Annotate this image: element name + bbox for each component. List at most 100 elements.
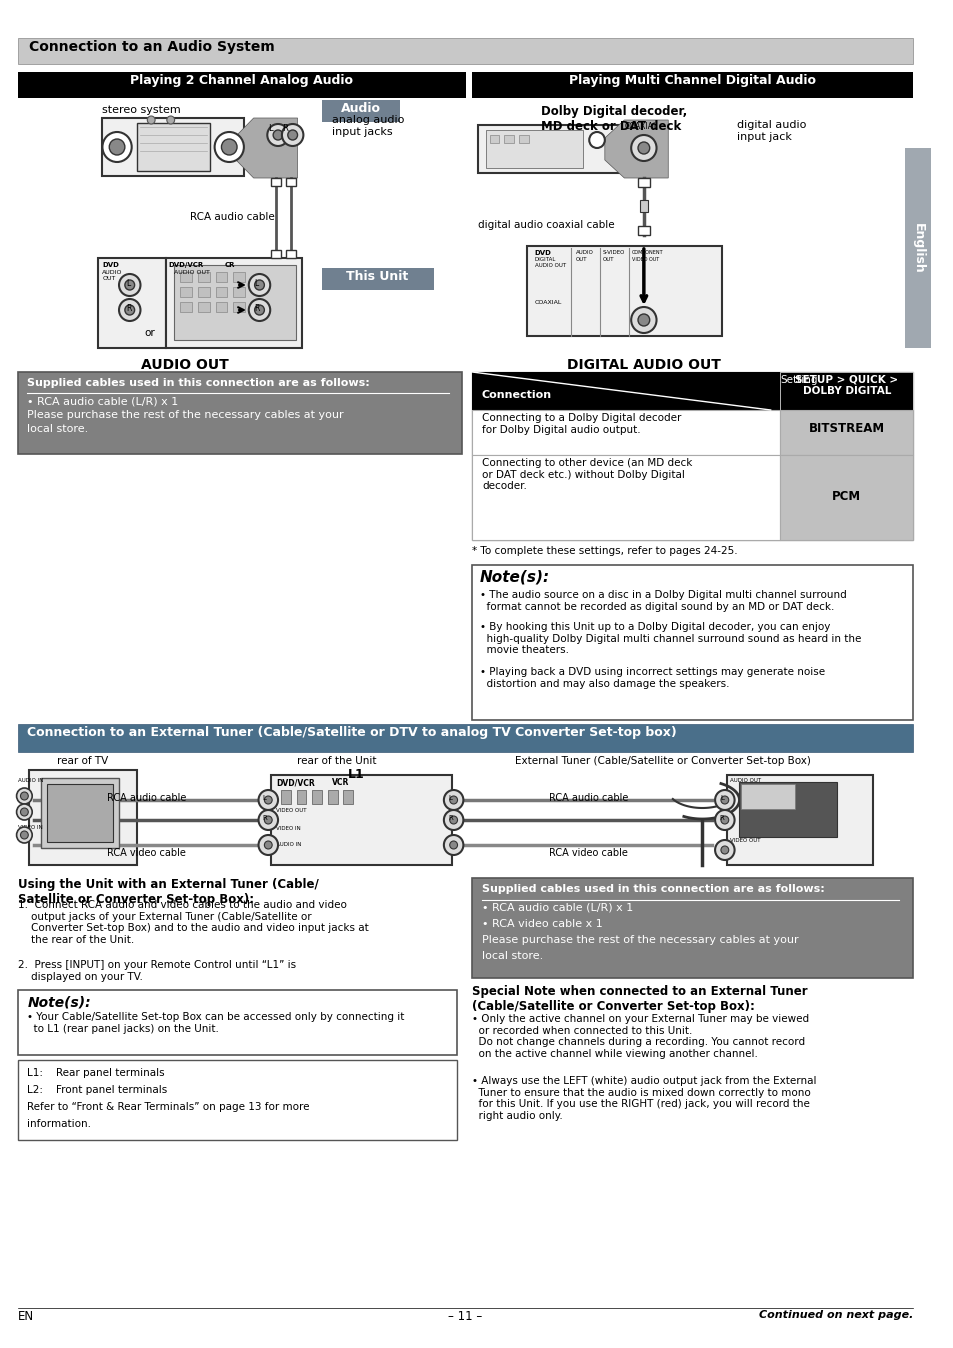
Bar <box>136 123 210 171</box>
Circle shape <box>214 132 244 162</box>
Text: L: L <box>126 279 130 288</box>
Circle shape <box>254 305 264 315</box>
Text: Audio: Audio <box>340 102 380 115</box>
Circle shape <box>254 280 264 290</box>
Text: 1.  Connect RCA audio and video cables to the audio and video
    output jacks o: 1. Connect RCA audio and video cables to… <box>17 900 368 945</box>
Bar <box>271 178 281 186</box>
Text: AUDIO OUT: AUDIO OUT <box>534 263 565 268</box>
Text: AUDIO: AUDIO <box>102 270 123 275</box>
Circle shape <box>449 797 457 803</box>
Circle shape <box>119 299 140 321</box>
Text: Connecting to other device (an MD deck
or DAT deck etc.) without Dolby Digital
d: Connecting to other device (an MD deck o… <box>481 458 692 491</box>
Text: • Only the active channel on your External Tuner may be viewed
  or recorded whe: • Only the active channel on your Extern… <box>472 1014 808 1058</box>
Bar <box>215 287 227 297</box>
Text: L: L <box>268 124 273 133</box>
Bar <box>472 456 780 541</box>
Text: External Tuner (Cable/Satellite or Converter Set-top Box): External Tuner (Cable/Satellite or Conve… <box>515 756 810 766</box>
Bar <box>726 775 872 865</box>
Circle shape <box>167 116 174 124</box>
Text: RCA video cable: RCA video cable <box>107 848 186 857</box>
Text: local store.: local store. <box>28 425 89 434</box>
Text: AUDIO OUT: AUDIO OUT <box>173 270 210 275</box>
Circle shape <box>221 139 236 155</box>
Text: information.: information. <box>28 1119 91 1130</box>
Bar <box>485 129 583 168</box>
Text: Please purchase the rest of the necessary cables at your: Please purchase the rest of the necessar… <box>481 936 798 945</box>
Text: VIDEO OUT: VIDEO OUT <box>729 838 760 842</box>
Text: digital audio coaxial cable: digital audio coaxial cable <box>477 220 614 231</box>
Circle shape <box>720 816 728 824</box>
Circle shape <box>273 129 283 140</box>
Bar <box>780 456 912 541</box>
Circle shape <box>443 810 463 830</box>
Text: OUT: OUT <box>602 257 614 262</box>
Bar <box>343 790 353 803</box>
Bar <box>638 178 649 187</box>
Text: AUDIO IN: AUDIO IN <box>275 842 301 847</box>
Bar <box>780 410 912 456</box>
Bar <box>198 302 210 311</box>
Circle shape <box>443 790 463 810</box>
Bar <box>472 372 912 541</box>
Bar <box>472 410 780 456</box>
Bar <box>518 135 528 143</box>
Bar <box>47 785 113 842</box>
Circle shape <box>715 790 734 810</box>
Text: • Playing back a DVD using incorrect settings may generate noise
  distortion an: • Playing back a DVD using incorrect set… <box>479 667 824 689</box>
Bar <box>328 790 337 803</box>
Bar <box>180 302 192 311</box>
Circle shape <box>720 797 728 803</box>
Circle shape <box>264 841 272 849</box>
Text: VIDEO IN: VIDEO IN <box>17 825 42 830</box>
Text: rear of TV: rear of TV <box>57 756 109 766</box>
Text: Note(s):: Note(s): <box>479 570 550 585</box>
Circle shape <box>102 132 132 162</box>
Bar <box>281 790 291 803</box>
Circle shape <box>715 840 734 860</box>
Text: L: L <box>262 795 266 801</box>
Text: Note(s):: Note(s): <box>28 995 91 1010</box>
Circle shape <box>147 116 155 124</box>
Circle shape <box>110 139 125 155</box>
Text: Connecting to a Dolby Digital decoder
for Dolby Digital audio output.: Connecting to a Dolby Digital decoder fo… <box>481 412 680 434</box>
Bar <box>198 272 210 282</box>
Text: L: L <box>448 795 452 801</box>
Text: R: R <box>254 305 260 313</box>
Text: AUDIO OUT: AUDIO OUT <box>141 359 229 372</box>
Circle shape <box>125 280 134 290</box>
Circle shape <box>258 834 277 855</box>
Text: Connection: Connection <box>481 390 552 400</box>
Bar <box>17 1060 456 1140</box>
Text: VIDEO OUT: VIDEO OUT <box>275 807 306 813</box>
Text: R: R <box>719 816 723 821</box>
Bar <box>489 135 499 143</box>
Text: or: or <box>144 328 154 338</box>
Text: Supplied cables used in this connection are as follows:: Supplied cables used in this connection … <box>28 377 370 388</box>
Bar <box>41 778 119 848</box>
Text: * To complete these settings, refer to pages 24-25.: * To complete these settings, refer to p… <box>472 546 737 555</box>
Text: RCA audio cable: RCA audio cable <box>107 793 186 803</box>
Text: COAXIAL: COAXIAL <box>534 301 561 305</box>
Circle shape <box>589 132 604 148</box>
Text: PCM: PCM <box>831 491 861 504</box>
Bar <box>215 272 227 282</box>
Bar <box>286 249 295 257</box>
Text: DVD: DVD <box>102 262 119 268</box>
Circle shape <box>638 314 649 326</box>
Bar <box>30 770 136 865</box>
Text: English: English <box>910 222 923 274</box>
Text: L1: L1 <box>347 768 364 780</box>
Text: COAXIAL: COAXIAL <box>623 123 657 131</box>
Text: – 11 –: – 11 – <box>448 1310 482 1322</box>
Text: Special Note when connected to an External Tuner
(Cable/Satellite or Converter S: Special Note when connected to an Extern… <box>472 985 807 1012</box>
Text: Setting: Setting <box>780 375 817 386</box>
Text: analog audio
input jacks: analog audio input jacks <box>332 115 404 136</box>
Text: • Your Cable/Satellite Set-top Box can be accessed only by connecting it
  to L1: • Your Cable/Satellite Set-top Box can b… <box>28 1012 404 1034</box>
Bar <box>904 148 930 348</box>
Bar <box>477 125 639 173</box>
Text: Continued on next page.: Continued on next page. <box>758 1310 912 1320</box>
Circle shape <box>16 789 32 803</box>
Text: • Always use the LEFT (white) audio output jack from the External
  Tuner to ens: • Always use the LEFT (white) audio outp… <box>472 1076 816 1120</box>
Circle shape <box>638 142 649 154</box>
Text: COMPONENT: COMPONENT <box>632 249 663 255</box>
